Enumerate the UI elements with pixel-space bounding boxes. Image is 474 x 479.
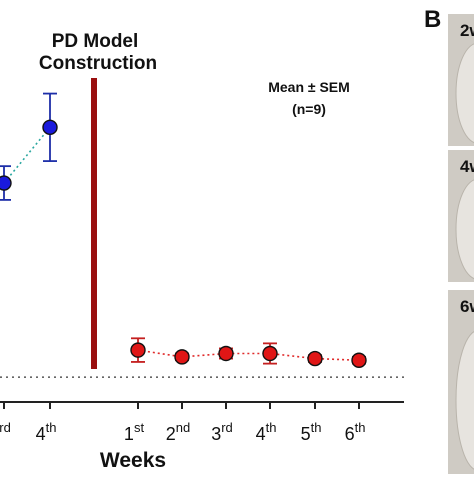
data-point-after-model (218, 345, 234, 362)
x-tick-label: 3rd (0, 420, 11, 444)
panel-b: B 2w 4w 6w (424, 6, 474, 474)
x-tick-label: 4th (256, 420, 277, 444)
stats-label-line1: Mean ± SEM (268, 79, 350, 95)
stats-label-line2: (n=9) (292, 101, 326, 117)
panel-b-tile: 2w (448, 14, 474, 146)
divider-label-line2: Construction (39, 53, 157, 74)
tile-section-shape (455, 43, 474, 144)
model-construction-divider (91, 78, 97, 369)
x-tick-label: 4th (36, 420, 57, 444)
x-tick-label: 6th (345, 420, 366, 444)
x-tick-label: 2nd (166, 420, 190, 444)
panel-b-tile: 6w (448, 290, 474, 474)
tile-label: 6w (460, 297, 474, 316)
panel-b-label: B (424, 6, 441, 33)
x-tick-label: 1st (124, 420, 145, 444)
tile-section-shape (455, 179, 474, 280)
data-point-after-model (174, 349, 190, 365)
data-point-before-model (42, 119, 58, 136)
data-point-after-model (307, 350, 323, 367)
tile-label: 2w (460, 21, 474, 40)
data-point-after-model (351, 352, 367, 368)
tile-label: 4w (460, 157, 474, 176)
x-tick-label: 3rd (211, 420, 233, 444)
panel-b-tile: 4w (448, 150, 474, 282)
x-axis-label: Weeks (100, 449, 166, 472)
data-point-after-model (262, 345, 278, 362)
series-line-after-model (137, 349, 360, 362)
data-point-after-model (130, 342, 146, 358)
divider-label-line1: PD Model (52, 31, 139, 52)
tile-section-shape (455, 331, 474, 470)
series-line-before-model (3, 126, 51, 184)
data-point-before-model (0, 175, 12, 191)
x-tick-label: 5th (301, 420, 322, 444)
